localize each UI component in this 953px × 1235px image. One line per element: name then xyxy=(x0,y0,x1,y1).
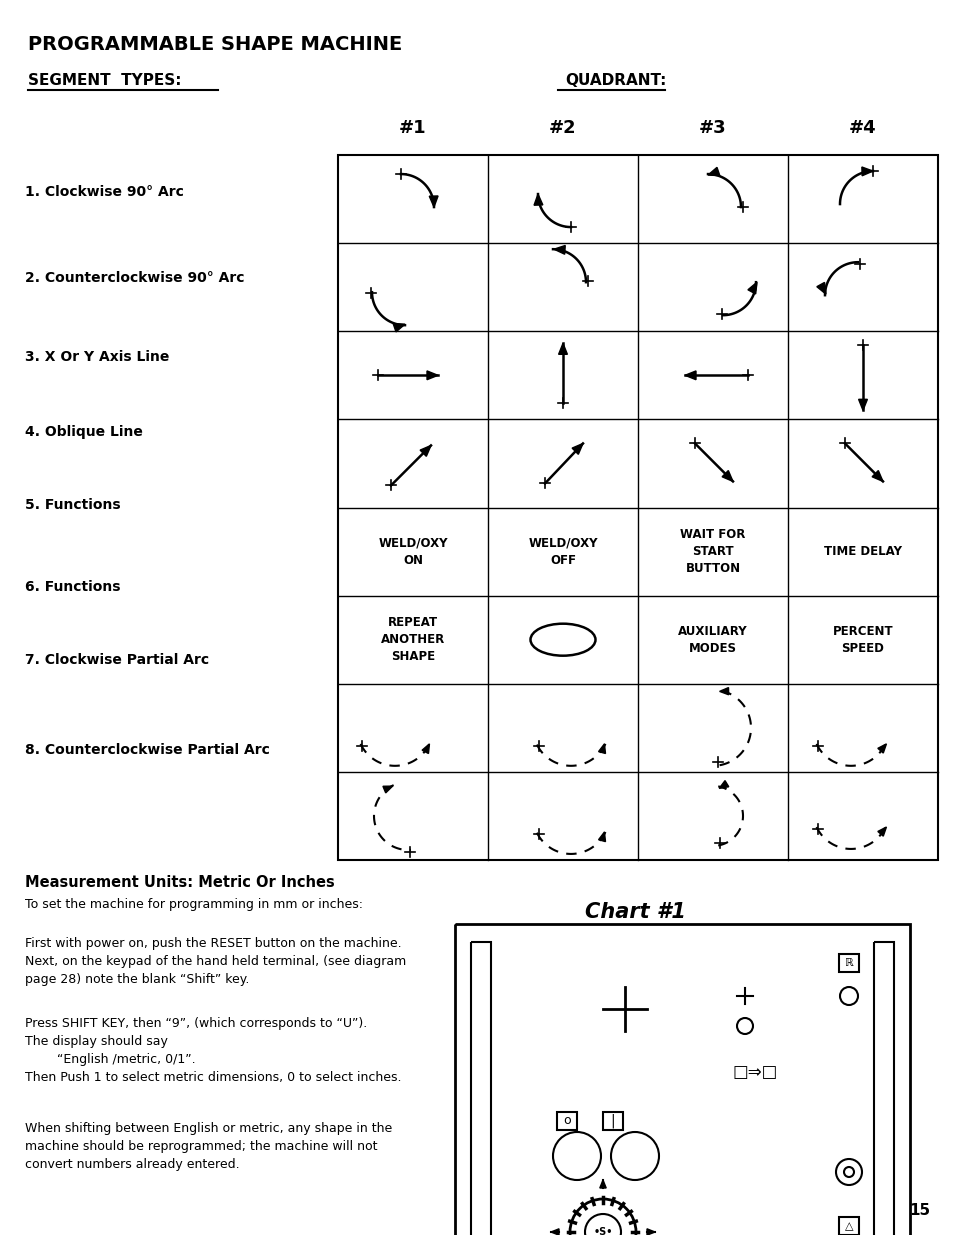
Text: 1. Clockwise 90° Arc: 1. Clockwise 90° Arc xyxy=(25,185,184,199)
Text: SEGMENT  TYPES:: SEGMENT TYPES: xyxy=(28,73,181,88)
Polygon shape xyxy=(719,688,728,695)
Text: #2: #2 xyxy=(549,119,577,137)
Bar xyxy=(471,942,491,1235)
Polygon shape xyxy=(534,194,542,205)
Text: 5. Functions: 5. Functions xyxy=(25,498,120,513)
Text: #3: #3 xyxy=(699,119,726,137)
Polygon shape xyxy=(421,743,429,753)
Bar xyxy=(838,1216,858,1235)
Text: 3. X Or Y Axis Line: 3. X Or Y Axis Line xyxy=(25,350,170,364)
Text: 2. Counterclockwise 90° Arc: 2. Counterclockwise 90° Arc xyxy=(25,270,244,285)
Text: 8. Counterclockwise Partial Arc: 8. Counterclockwise Partial Arc xyxy=(25,743,270,757)
Text: 4. Oblique Line: 4. Oblique Line xyxy=(25,425,143,438)
Polygon shape xyxy=(382,787,393,793)
Polygon shape xyxy=(551,1229,558,1235)
Polygon shape xyxy=(877,743,885,753)
Bar xyxy=(602,1112,622,1130)
Polygon shape xyxy=(599,1179,605,1188)
Polygon shape xyxy=(871,471,882,482)
Text: When shifting between English or metric, any shape in the
machine should be repr: When shifting between English or metric,… xyxy=(25,1123,392,1171)
Polygon shape xyxy=(684,370,696,379)
Text: TIME DELAY: TIME DELAY xyxy=(823,545,901,558)
Text: 7. Clockwise Partial Arc: 7. Clockwise Partial Arc xyxy=(25,653,209,667)
Text: #4: #4 xyxy=(848,119,876,137)
Polygon shape xyxy=(707,168,720,175)
Bar xyxy=(873,942,893,1235)
Polygon shape xyxy=(427,370,437,379)
Polygon shape xyxy=(816,283,825,294)
Polygon shape xyxy=(419,446,431,456)
Text: WELD/OXY
OFF: WELD/OXY OFF xyxy=(528,536,598,567)
Polygon shape xyxy=(858,399,866,410)
Text: •S•: •S• xyxy=(593,1228,612,1235)
Text: ℝ: ℝ xyxy=(843,958,853,968)
Text: PROGRAMMABLE SHAPE MACHINE: PROGRAMMABLE SHAPE MACHINE xyxy=(28,35,402,54)
Text: Press SHIFT KEY, then “9”, (which corresponds to “U”).
The display should say
  : Press SHIFT KEY, then “9”, (which corres… xyxy=(25,1016,401,1084)
Text: |: | xyxy=(610,1114,615,1129)
Bar xyxy=(557,1112,577,1130)
Bar xyxy=(337,156,937,860)
Text: To set the machine for programming in mm or inches:: To set the machine for programming in mm… xyxy=(25,898,363,911)
Polygon shape xyxy=(877,827,885,836)
Text: AUXILIARY
MODES: AUXILIARY MODES xyxy=(678,625,747,655)
Text: Chart #1: Chart #1 xyxy=(584,902,684,923)
Text: First with power on, push the RESET button on the machine.
Next, on the keypad o: First with power on, push the RESET butt… xyxy=(25,937,406,986)
Polygon shape xyxy=(598,832,605,841)
Polygon shape xyxy=(646,1229,655,1235)
Polygon shape xyxy=(861,167,872,175)
Bar xyxy=(838,953,858,972)
Polygon shape xyxy=(719,781,728,788)
Text: #1: #1 xyxy=(398,119,426,137)
Polygon shape xyxy=(429,196,437,207)
Text: Measurement Units: Metric Or Inches: Measurement Units: Metric Or Inches xyxy=(25,876,335,890)
Polygon shape xyxy=(558,343,567,354)
Polygon shape xyxy=(572,443,582,454)
Text: QUADRANT:: QUADRANT: xyxy=(564,73,666,88)
Text: WAIT FOR
START
BUTTON: WAIT FOR START BUTTON xyxy=(679,529,745,576)
Text: □⇒□: □⇒□ xyxy=(732,1063,777,1081)
Text: △: △ xyxy=(843,1221,852,1231)
Polygon shape xyxy=(554,246,565,254)
Text: WELD/OXY
ON: WELD/OXY ON xyxy=(377,536,447,567)
Text: 15: 15 xyxy=(908,1203,929,1218)
Polygon shape xyxy=(598,743,605,753)
Text: PERCENT
SPEED: PERCENT SPEED xyxy=(832,625,892,655)
Text: o: o xyxy=(562,1114,570,1128)
Text: REPEAT
ANOTHER
SHAPE: REPEAT ANOTHER SHAPE xyxy=(380,616,445,663)
Polygon shape xyxy=(721,471,732,482)
Bar xyxy=(455,924,909,1235)
Polygon shape xyxy=(747,282,757,294)
Text: 6. Functions: 6. Functions xyxy=(25,580,120,594)
Polygon shape xyxy=(393,324,405,332)
